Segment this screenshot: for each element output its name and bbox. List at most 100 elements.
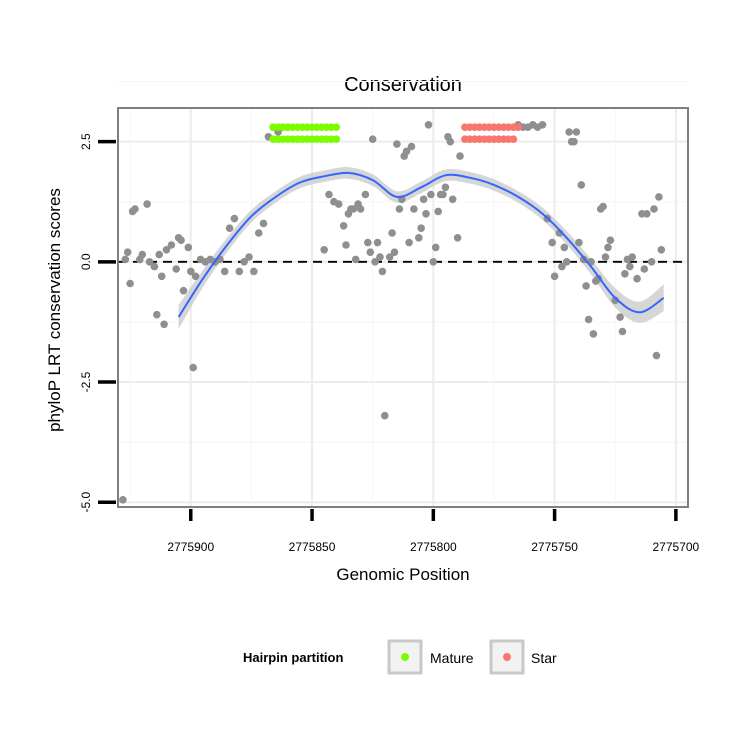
data-point-other	[191, 272, 200, 281]
data-point-other	[121, 255, 130, 264]
data-point-other	[453, 234, 462, 242]
data-point-other	[179, 286, 188, 295]
data-point-other	[550, 272, 559, 281]
data-point-other	[189, 363, 197, 372]
legend-key-mature	[401, 653, 409, 661]
data-point-other	[429, 258, 438, 266]
data-point-other	[538, 121, 547, 129]
data-point-other	[560, 243, 569, 252]
x-tick-label: 2775750	[531, 540, 578, 554]
data-point-other	[342, 241, 350, 249]
data-point-other	[424, 121, 433, 129]
data-point-other	[245, 253, 253, 261]
data-point-other	[155, 250, 163, 259]
data-point-mature	[332, 135, 341, 143]
data-point-other	[138, 250, 147, 259]
data-point-other	[390, 248, 399, 256]
data-point-other	[441, 183, 450, 192]
smooth-trend-line	[177, 171, 665, 318]
data-point-other	[184, 243, 193, 252]
data-point-other	[647, 258, 656, 266]
data-point-other	[119, 496, 127, 504]
data-point-other	[565, 128, 573, 136]
data-point-other	[153, 310, 161, 319]
data-point-other	[339, 222, 348, 230]
data-point-other	[388, 229, 396, 237]
confidence-ribbon-layer	[178, 167, 664, 330]
legend-label-mature: Mature	[430, 650, 474, 666]
legend-label-star: Star	[531, 650, 557, 666]
data-point-other	[187, 267, 195, 276]
data-point-other	[558, 262, 566, 271]
y-tick-label: 2.5	[79, 133, 93, 150]
x-tick-label: 2775850	[289, 540, 336, 554]
data-point-star	[509, 135, 518, 143]
confidence-ribbon	[178, 167, 664, 330]
data-point-other	[150, 262, 159, 271]
data-point-other	[376, 253, 384, 261]
data-point-other	[562, 258, 571, 266]
y-tick-label: 0.0	[79, 253, 93, 270]
data-point-other	[650, 205, 658, 213]
data-point-other	[599, 202, 607, 211]
data-point-other	[548, 238, 556, 247]
data-point-other	[427, 190, 435, 199]
data-point-other	[415, 234, 423, 242]
data-point-other	[381, 411, 389, 420]
data-point-other	[448, 195, 457, 204]
data-point-other	[160, 320, 168, 329]
data-point-other	[162, 246, 171, 254]
data-point-other	[364, 238, 372, 247]
data-point-other	[145, 258, 154, 266]
legend: Hairpin partition Mature Star	[243, 639, 557, 675]
data-point-other	[655, 193, 663, 201]
data-point-other	[626, 262, 634, 271]
data-point-other	[393, 140, 401, 148]
data-point-mature	[332, 123, 341, 131]
data-point-other	[254, 229, 263, 237]
data-point-star	[514, 123, 522, 131]
data-point-other	[572, 128, 581, 136]
data-point-other	[657, 246, 666, 254]
data-point-other	[405, 238, 413, 247]
data-point-other	[157, 272, 166, 281]
data-point-other	[601, 253, 610, 261]
data-point-other	[351, 255, 360, 264]
data-point-other	[334, 200, 343, 208]
data-point-other	[235, 267, 244, 276]
data-point-other	[395, 205, 404, 213]
x-axis-ticks: 2775900 2775850 2775800 2775750 2775700	[167, 509, 700, 554]
data-point-other	[250, 267, 258, 276]
data-point-other	[371, 258, 379, 266]
data-point-other	[320, 246, 329, 254]
data-point-other	[652, 351, 661, 360]
data-points	[119, 121, 666, 504]
data-point-other	[633, 274, 641, 283]
legend-key-star	[503, 653, 511, 661]
y-axis-label: phyloP LRT conservation scores	[45, 188, 64, 432]
data-point-other	[220, 267, 229, 276]
data-point-other	[356, 205, 365, 213]
data-point-other	[434, 207, 443, 216]
data-point-other	[577, 181, 586, 189]
data-point-other	[582, 282, 590, 290]
data-point-other	[606, 236, 615, 244]
data-point-other	[422, 210, 430, 218]
data-point-other	[143, 200, 151, 208]
plot-grid	[118, 81, 688, 507]
data-point-other	[446, 137, 455, 146]
data-point-other	[167, 241, 176, 249]
data-point-other	[618, 327, 627, 336]
data-point-other	[589, 330, 598, 338]
x-tick-label: 2775700	[653, 540, 700, 554]
data-point-other	[621, 270, 629, 278]
data-point-other	[325, 190, 333, 199]
data-point-other	[225, 224, 234, 232]
data-point-other	[439, 190, 447, 199]
data-point-other	[368, 135, 377, 143]
chart-title: Conservation	[344, 74, 462, 96]
data-point-other	[402, 147, 411, 156]
data-point-other	[417, 224, 426, 232]
data-point-other	[373, 238, 382, 247]
